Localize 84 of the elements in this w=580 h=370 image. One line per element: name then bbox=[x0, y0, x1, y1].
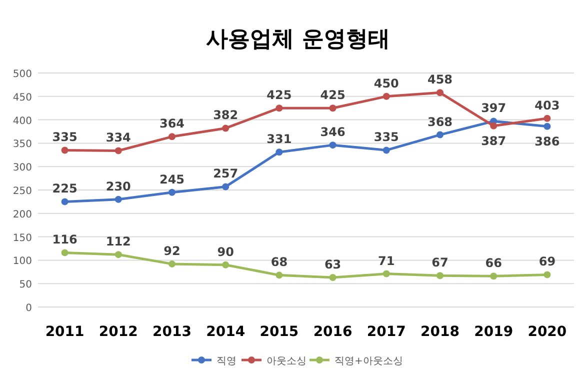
x-tick-label: 2014 bbox=[206, 324, 246, 340]
data-label: 397 bbox=[481, 101, 506, 116]
point bbox=[168, 188, 176, 196]
point bbox=[329, 142, 336, 149]
point bbox=[61, 198, 68, 206]
point bbox=[114, 196, 122, 203]
data-label: 71 bbox=[378, 254, 395, 268]
data-label: 403 bbox=[534, 98, 560, 112]
data-label: 92 bbox=[164, 244, 180, 258]
point bbox=[276, 104, 283, 112]
data-label: 334 bbox=[106, 130, 131, 145]
chart-title: 사용업체 운영형태 bbox=[206, 27, 390, 52]
y-tick-label: 450 bbox=[12, 92, 32, 104]
point bbox=[222, 183, 230, 190]
data-label: 112 bbox=[106, 234, 131, 249]
data-label: 425 bbox=[320, 88, 346, 102]
legend-label: 직영+아웃소싱 bbox=[334, 356, 403, 367]
y-tick-label: 150 bbox=[12, 232, 32, 244]
point bbox=[168, 260, 176, 268]
legend-label: 아웃소싱 bbox=[266, 356, 306, 367]
data-label: 245 bbox=[159, 172, 185, 186]
point bbox=[490, 122, 498, 130]
data-label: 346 bbox=[320, 125, 346, 140]
point bbox=[114, 147, 122, 154]
data-label: 230 bbox=[106, 179, 131, 194]
point bbox=[544, 271, 551, 278]
point bbox=[114, 251, 122, 258]
data-label: 68 bbox=[270, 255, 288, 270]
point bbox=[61, 146, 68, 154]
data-label: 386 bbox=[534, 134, 560, 148]
point bbox=[61, 249, 68, 256]
data-label: 67 bbox=[432, 256, 448, 270]
x-tick-label: 2016 bbox=[313, 324, 352, 340]
data-label: 387 bbox=[481, 134, 506, 148]
y-tick-label: 0 bbox=[26, 303, 32, 314]
data-label: 257 bbox=[213, 166, 238, 181]
data-label: 364 bbox=[159, 116, 185, 131]
point bbox=[276, 272, 283, 279]
point bbox=[222, 261, 230, 268]
x-tick-label: 2013 bbox=[152, 324, 192, 340]
x-tick-label: 2020 bbox=[528, 324, 567, 340]
x-tick-label: 2018 bbox=[420, 324, 460, 340]
point bbox=[382, 270, 390, 278]
data-label: 66 bbox=[485, 256, 502, 270]
point bbox=[544, 114, 551, 122]
y-tick-label: 50 bbox=[19, 280, 32, 291]
y-tick-label: 250 bbox=[12, 186, 32, 197]
data-label: 458 bbox=[427, 72, 453, 87]
point bbox=[168, 133, 176, 140]
data-label: 63 bbox=[324, 258, 342, 272]
y-tick-label: 500 bbox=[12, 69, 32, 80]
point bbox=[329, 104, 336, 112]
x-tick-label: 2017 bbox=[366, 324, 406, 340]
point bbox=[436, 131, 444, 138]
point bbox=[329, 274, 336, 282]
data-label: 382 bbox=[213, 108, 238, 122]
y-tick-label: 350 bbox=[12, 139, 32, 150]
data-label: 69 bbox=[538, 254, 556, 269]
x-tick-label: 2015 bbox=[260, 324, 299, 340]
point bbox=[436, 89, 444, 96]
point bbox=[222, 124, 230, 132]
data-label: 368 bbox=[427, 114, 453, 129]
legend-label: 직영 bbox=[216, 356, 236, 367]
data-label: 425 bbox=[266, 88, 292, 102]
point bbox=[544, 122, 551, 130]
point bbox=[382, 146, 390, 154]
data-label: 335 bbox=[52, 130, 78, 144]
data-label: 331 bbox=[266, 132, 292, 146]
y-tick-label: 200 bbox=[12, 209, 32, 220]
data-label: 90 bbox=[217, 244, 234, 259]
x-tick-label: 2011 bbox=[45, 324, 84, 340]
y-tick-label: 100 bbox=[12, 256, 32, 268]
x-tick-label: 2019 bbox=[474, 324, 514, 340]
x-tick-label: 2012 bbox=[98, 324, 138, 340]
y-tick-label: 400 bbox=[12, 116, 32, 127]
y-tick-label: 300 bbox=[12, 162, 32, 174]
point bbox=[382, 92, 390, 100]
point bbox=[490, 272, 498, 280]
data-label: 225 bbox=[52, 182, 78, 196]
point bbox=[436, 272, 444, 280]
data-label: 335 bbox=[374, 130, 399, 144]
data-label: 450 bbox=[374, 76, 399, 90]
point bbox=[276, 148, 283, 156]
data-label: 116 bbox=[52, 232, 78, 247]
